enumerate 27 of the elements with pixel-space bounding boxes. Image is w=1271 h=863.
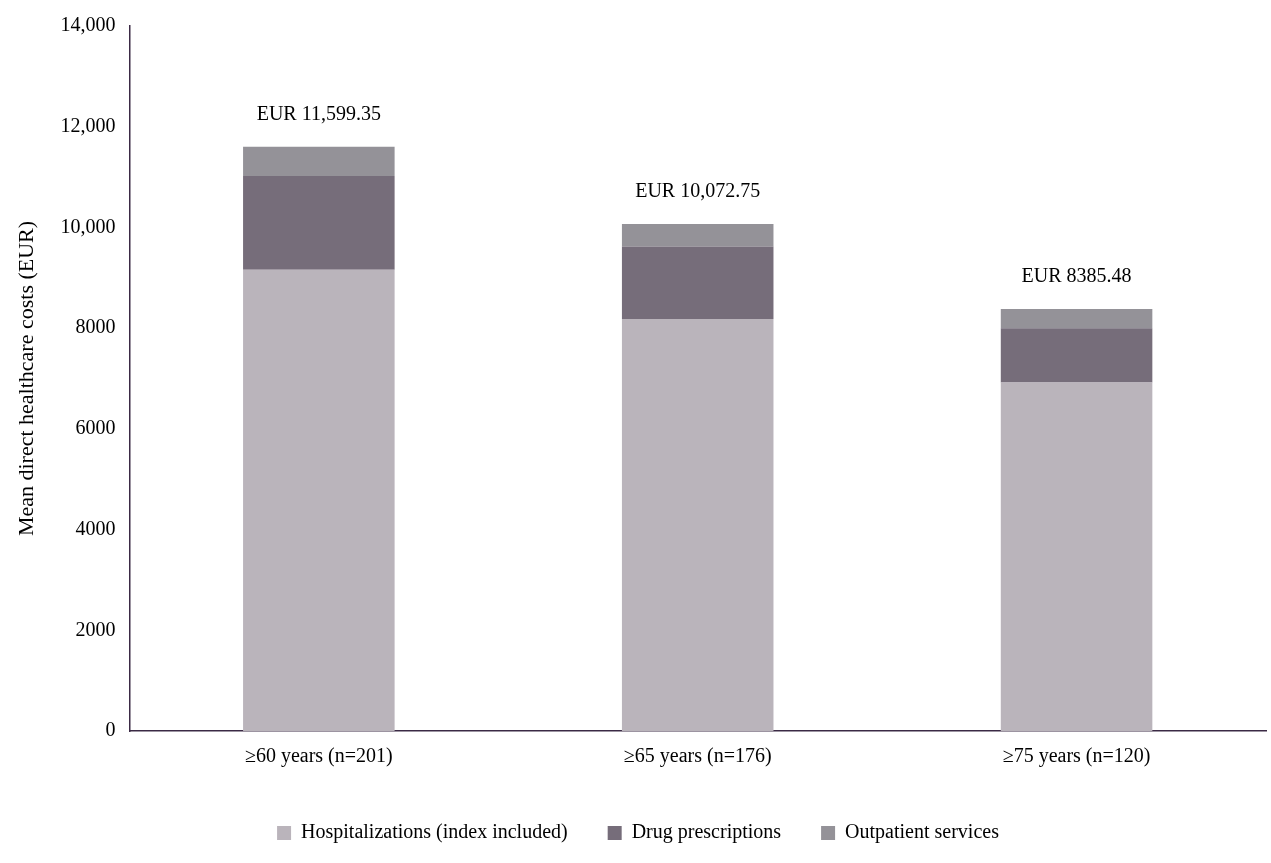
x-tick-label: ≥75 years (n=120) [1002,744,1151,768]
y-tick-label: 12,000 [60,113,116,136]
bar [243,269,395,731]
legend-label: Drug prescriptions [631,820,782,844]
legend-label: Outpatient services [845,820,1000,844]
x-tick-label: ≥60 years (n=201) [244,744,393,768]
bar [621,319,774,731]
total-label: EUR 8385.48 [1021,264,1132,287]
y-tick-label: 4000 [75,516,116,539]
total-label: EUR 11,599.35 [256,102,381,125]
y-axis-title: Mean direct healthcare costs (EUR) [12,220,38,537]
bar [621,223,774,247]
bar [243,176,395,270]
x-tick-label: ≥65 years (n=176) [623,744,772,768]
y-tick-label: 8000 [75,315,116,338]
bar [621,246,774,320]
bar [1000,309,1153,329]
y-tick-label: 0 [105,718,116,741]
bar [243,146,395,177]
y-tick-label: 14,000 [60,13,116,36]
y-tick-label: 6000 [75,416,116,439]
y-tick-label: 2000 [75,617,116,640]
y-tick-label: 10,000 [60,214,116,237]
total-label: EUR 10,072.75 [635,179,761,202]
bar [1000,328,1153,383]
bar [1000,382,1153,731]
legend-label: Hospitalizations (index included) [301,820,568,844]
